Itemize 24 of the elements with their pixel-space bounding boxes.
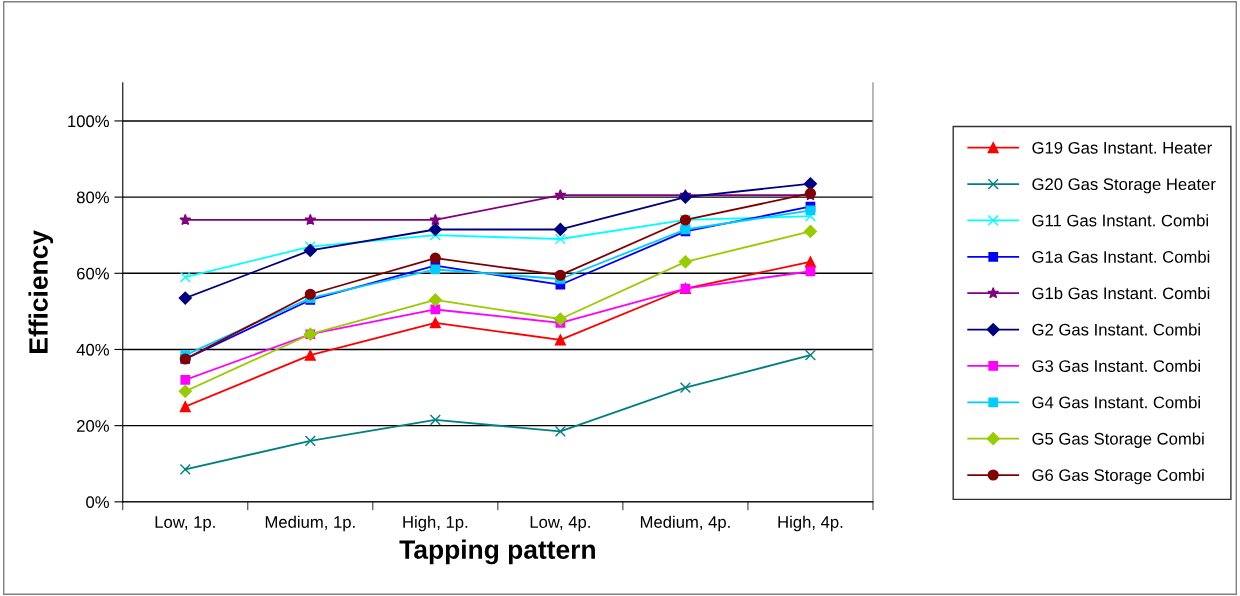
x-tick-label: Low, 4p.	[530, 516, 590, 532]
legend-label: G1b Gas Instant. Combi	[1032, 286, 1210, 300]
x-tick-label: Medium, 4p.	[640, 515, 730, 532]
legend-label: G11 Gas Instant. Combi	[1032, 214, 1208, 227]
x-tick-label: Low, 1p.	[155, 516, 215, 532]
legend-label: G19 Gas Instant. Heater	[1032, 141, 1212, 154]
legend-label: G1a Gas Instant. Combi	[1032, 250, 1210, 263]
legend-label: G4 Gas Instant. Combi	[1032, 396, 1200, 409]
y-axis-title: Efficiency	[28, 230, 54, 353]
legend-label: G6 Gas Storage Combi	[1032, 468, 1204, 485]
y-tick-label: 80%	[76, 191, 109, 204]
x-tick-label: High, 4p.	[778, 515, 843, 532]
legend-label: G20 Gas Storage Heater	[1032, 178, 1216, 194]
y-tick-label: 0%	[86, 496, 109, 509]
y-tick-label: 40%	[76, 343, 109, 356]
legend-label: G5 Gas Storage Combi	[1032, 432, 1204, 448]
x-tick-label: Medium, 1p.	[265, 515, 355, 532]
y-tick-label: 20%	[77, 420, 109, 432]
y-tick-label: 60%	[77, 267, 109, 280]
x-axis-title: Tapping pattern	[399, 539, 595, 565]
y-tick-label: 100%	[68, 115, 109, 128]
legend-label: G2 Gas Instant. Combi	[1032, 323, 1200, 336]
legend-label: G3 Gas Instant. Combi	[1032, 359, 1200, 372]
x-tick-label: High, 1p.	[403, 515, 468, 532]
